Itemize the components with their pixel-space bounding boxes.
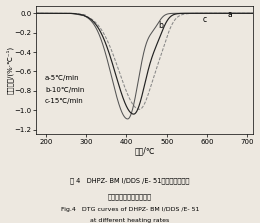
Text: c-15℃/min: c-15℃/min bbox=[45, 99, 84, 105]
Text: Fig.4   DTG curves of DHPZ- BM I/DDS /E- 51: Fig.4 DTG curves of DHPZ- BM I/DDS /E- 5… bbox=[61, 207, 199, 212]
X-axis label: 温度/℃: 温度/℃ bbox=[134, 146, 155, 155]
Text: a-5℃/min: a-5℃/min bbox=[45, 75, 80, 81]
Text: b-10℃/min: b-10℃/min bbox=[45, 87, 84, 93]
Text: c: c bbox=[203, 15, 207, 24]
Text: 下热失重的一阶导数曲线: 下热失重的一阶导数曲线 bbox=[108, 193, 152, 200]
Text: a: a bbox=[227, 10, 232, 19]
Text: b: b bbox=[158, 21, 163, 30]
Y-axis label: 失重导数/(%·℃⁻¹): 失重导数/(%·℃⁻¹) bbox=[5, 46, 13, 94]
Text: at different heating rates: at different heating rates bbox=[90, 218, 170, 223]
Text: 图 4   DHPZ- BM I/DDS /E- 51在不同升温速率: 图 4 DHPZ- BM I/DDS /E- 51在不同升温速率 bbox=[70, 177, 190, 184]
